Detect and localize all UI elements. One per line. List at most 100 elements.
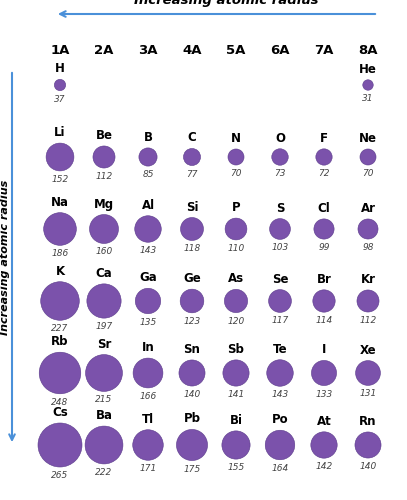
Text: O: O (275, 132, 285, 145)
Text: 70: 70 (230, 169, 242, 178)
Circle shape (133, 430, 163, 460)
Circle shape (85, 426, 123, 464)
Circle shape (133, 358, 163, 388)
Text: 197: 197 (95, 322, 113, 331)
Text: 85: 85 (142, 170, 154, 179)
Text: P: P (232, 201, 240, 214)
Circle shape (228, 149, 244, 165)
Text: 114: 114 (315, 316, 333, 325)
Circle shape (358, 219, 378, 239)
Text: Increasing atomic radius: Increasing atomic radius (134, 0, 319, 7)
Text: 118: 118 (184, 244, 201, 254)
Circle shape (55, 80, 66, 90)
Text: 222: 222 (95, 468, 113, 477)
Circle shape (265, 430, 295, 460)
Text: 171: 171 (139, 464, 157, 473)
Text: Pb: Pb (184, 412, 201, 426)
Text: 98: 98 (362, 243, 374, 252)
Text: Ga: Ga (139, 272, 157, 284)
Circle shape (224, 290, 247, 312)
Text: 186: 186 (51, 250, 69, 258)
Text: Ca: Ca (96, 267, 112, 280)
Text: 4A: 4A (182, 44, 202, 57)
Circle shape (93, 146, 115, 168)
Text: 215: 215 (95, 396, 113, 404)
Text: Se: Se (272, 272, 288, 285)
Text: 175: 175 (184, 464, 201, 473)
Text: Sr: Sr (97, 338, 111, 350)
Text: Mg: Mg (94, 198, 114, 210)
Text: 112: 112 (95, 172, 113, 181)
Text: Na: Na (51, 196, 69, 208)
Text: 110: 110 (228, 244, 245, 253)
Text: Ar: Ar (361, 202, 376, 215)
Text: 160: 160 (95, 248, 113, 256)
Text: Rb: Rb (51, 335, 69, 348)
Circle shape (135, 288, 161, 314)
Text: Rn: Rn (359, 415, 377, 428)
Text: 123: 123 (184, 317, 201, 326)
Circle shape (355, 432, 381, 458)
Text: 140: 140 (184, 390, 201, 399)
Circle shape (267, 360, 293, 386)
Text: 248: 248 (51, 398, 69, 407)
Text: B: B (144, 131, 153, 144)
Text: Li: Li (54, 126, 66, 139)
Text: 164: 164 (271, 464, 289, 473)
Circle shape (85, 354, 123, 392)
Text: F: F (320, 132, 328, 145)
Circle shape (181, 218, 204, 240)
Text: 152: 152 (51, 175, 69, 184)
Text: 31: 31 (362, 94, 374, 103)
Circle shape (311, 432, 337, 458)
Text: Po: Po (272, 413, 288, 426)
Circle shape (44, 212, 77, 246)
Text: 265: 265 (51, 471, 69, 480)
Circle shape (179, 360, 205, 386)
Text: 73: 73 (274, 169, 286, 178)
Text: 142: 142 (315, 462, 333, 471)
Text: Si: Si (186, 200, 198, 213)
Text: Cs: Cs (52, 406, 68, 419)
Text: Br: Br (317, 273, 331, 286)
Text: As: As (228, 272, 244, 285)
Text: Sn: Sn (184, 343, 200, 356)
Text: Ge: Ge (183, 272, 201, 285)
Text: 6A: 6A (270, 44, 290, 57)
Text: 103: 103 (271, 244, 289, 252)
Circle shape (225, 218, 247, 240)
Text: I: I (322, 344, 326, 356)
Text: 140: 140 (359, 462, 376, 471)
Text: Kr: Kr (361, 273, 376, 286)
Circle shape (272, 149, 288, 165)
Text: Cl: Cl (317, 202, 330, 215)
Text: 8A: 8A (358, 44, 378, 57)
Text: 131: 131 (359, 390, 376, 398)
Text: S: S (276, 202, 284, 214)
Text: Te: Te (273, 342, 287, 355)
Circle shape (46, 143, 74, 171)
Circle shape (38, 423, 82, 467)
Text: 77: 77 (186, 170, 198, 178)
Circle shape (222, 431, 250, 459)
Text: N: N (231, 132, 241, 145)
Circle shape (360, 149, 376, 165)
Text: 141: 141 (228, 390, 245, 399)
Text: Xe: Xe (360, 344, 376, 356)
Text: 143: 143 (139, 246, 157, 256)
Circle shape (41, 282, 79, 321)
Text: 133: 133 (315, 390, 333, 398)
Text: 1A: 1A (50, 44, 70, 57)
Text: 2A: 2A (94, 44, 114, 57)
Circle shape (223, 360, 249, 386)
Text: Sb: Sb (228, 343, 245, 356)
Circle shape (311, 360, 337, 386)
Circle shape (356, 360, 381, 386)
Text: Increasing atomic radius: Increasing atomic radius (0, 180, 10, 335)
Circle shape (184, 148, 201, 166)
Text: Tl: Tl (142, 412, 154, 426)
Text: 72: 72 (318, 169, 330, 178)
Text: Al: Al (142, 198, 155, 211)
Text: 37: 37 (54, 94, 66, 104)
Text: 143: 143 (271, 390, 289, 400)
